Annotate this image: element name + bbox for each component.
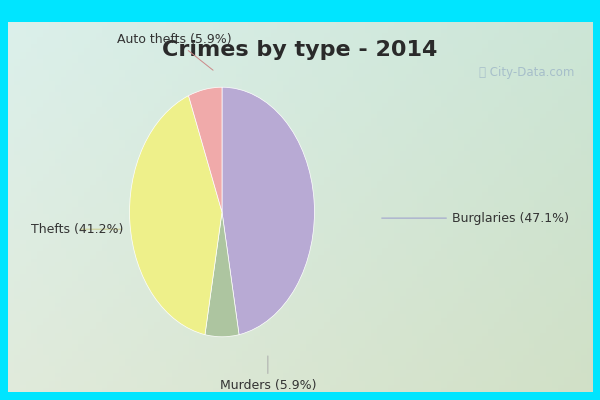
Text: ⓘ City-Data.com: ⓘ City-Data.com [479, 66, 575, 79]
Wedge shape [188, 87, 222, 212]
Text: Murders (5.9%): Murders (5.9%) [220, 356, 316, 392]
Text: Crimes by type - 2014: Crimes by type - 2014 [163, 40, 437, 60]
Wedge shape [222, 87, 314, 335]
Text: Thefts (41.2%): Thefts (41.2%) [31, 223, 124, 236]
Wedge shape [130, 96, 222, 335]
Text: Auto thefts (5.9%): Auto thefts (5.9%) [117, 33, 232, 70]
Wedge shape [205, 212, 239, 337]
Text: Burglaries (47.1%): Burglaries (47.1%) [382, 212, 569, 225]
